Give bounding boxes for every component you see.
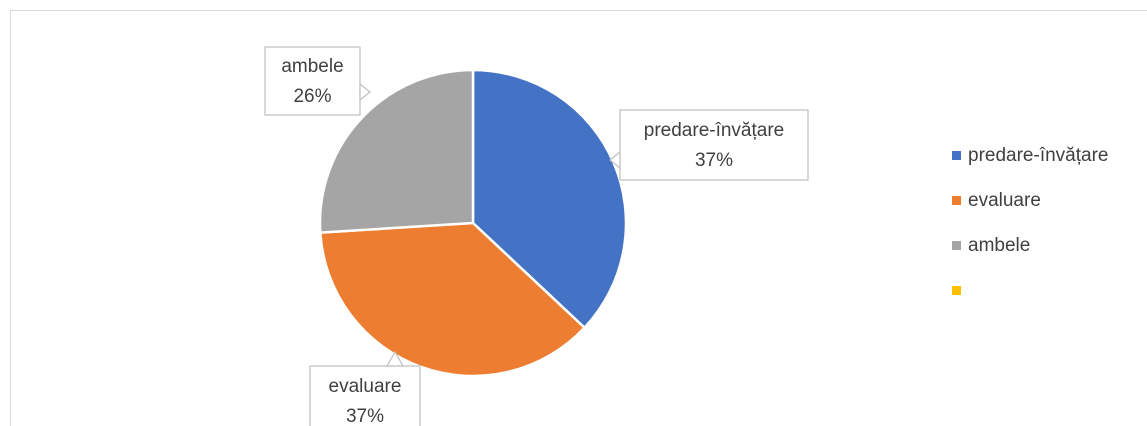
label-value: 26% xyxy=(293,86,331,107)
data-label: ambele 26% xyxy=(264,46,371,116)
pie-slice xyxy=(318,68,475,234)
label-category: evaluare xyxy=(329,376,402,397)
label-pointer xyxy=(609,150,621,170)
legend-swatch xyxy=(952,286,961,295)
legend-swatch xyxy=(952,196,961,205)
label-category: predare-învățare xyxy=(644,120,784,141)
label-box xyxy=(619,109,809,181)
label-box xyxy=(309,365,421,426)
legend-swatch xyxy=(952,241,961,250)
label-category: ambele xyxy=(281,56,343,77)
label-pointer xyxy=(359,82,371,102)
label-pointer xyxy=(385,350,405,367)
label-box xyxy=(264,46,361,116)
label-value: 37% xyxy=(695,150,733,171)
data-label: evaluare 37% xyxy=(309,350,421,426)
label-value: 37% xyxy=(346,406,384,426)
legend-label: predare-învățare xyxy=(968,145,1108,166)
legend-swatch xyxy=(952,151,961,160)
legend-label: ambele xyxy=(968,235,1030,256)
data-label: predare-învățare 37% xyxy=(609,109,809,181)
legend-label: evaluare xyxy=(968,190,1041,211)
chart-frame xyxy=(10,10,1147,426)
pie-slice xyxy=(318,221,587,378)
